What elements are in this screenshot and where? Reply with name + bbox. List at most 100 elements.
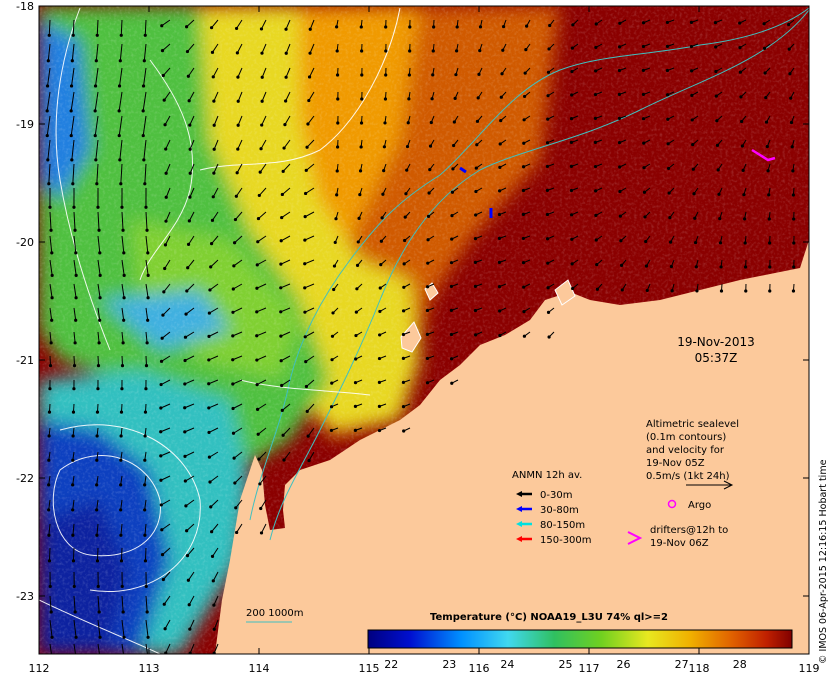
velocity-arrowhead (280, 192, 284, 197)
velocity-arrowhead (71, 533, 75, 537)
velocity-arrowhead (401, 405, 406, 409)
velocity-arrow (232, 331, 243, 337)
plot-frame (38, 5, 810, 655)
velocity-arrow (256, 355, 267, 361)
velocity-arrowhead (335, 169, 339, 173)
velocity-arrowhead (146, 251, 150, 255)
velocity-arrow (49, 331, 52, 343)
anmn-legend: ANMN 12h av. 0-30m 30-80m 80-150m 150-300m (512, 470, 592, 546)
velocity-arrowhead (617, 116, 622, 120)
velocity-arrowhead (188, 147, 192, 151)
velocity-arrowhead (791, 193, 795, 197)
velocity-arrowhead (329, 428, 334, 433)
longitude-axis: 112 113 114 115 116 117 118 119 (29, 6, 820, 675)
velocity-arrowhead (98, 296, 102, 300)
velocity-arrowhead (208, 288, 212, 292)
drifter-tracks (459, 148, 776, 218)
velocity-arrowhead (402, 285, 406, 289)
velocity-arrowhead (450, 237, 454, 241)
velocity-arrow (49, 211, 52, 231)
velocity-arrowhead (304, 168, 308, 172)
velocity-arrow (49, 307, 53, 321)
velocity-arrowhead (474, 333, 478, 337)
velocity-arrowhead (255, 286, 259, 290)
velocity-arrowhead (738, 70, 743, 74)
velocity-arrowhead (594, 238, 598, 242)
velocity-arrow (47, 43, 51, 61)
velocity-arrowhead (521, 188, 526, 193)
velocity-arrowhead (233, 217, 238, 222)
velocity-arrow (95, 139, 99, 160)
velocity-arrowhead (231, 358, 235, 362)
velocity-arrowhead (73, 228, 77, 232)
velocity-arrow (233, 451, 243, 459)
velocity-arrowhead (46, 59, 50, 63)
velocity-arrowhead (449, 332, 454, 337)
velocity-arrowhead (425, 332, 430, 336)
velocity-arrowhead (46, 158, 50, 162)
velocity-arrowhead (207, 406, 211, 410)
velocity-arrowhead (259, 27, 264, 31)
velocity-arrow (144, 523, 147, 536)
velocity-arrowhead (767, 193, 771, 197)
velocity-arrowhead (570, 262, 574, 266)
velocity-arrow (280, 355, 291, 362)
date-label: 19-Nov-2013 (677, 335, 755, 349)
velocity-arrow (145, 595, 148, 612)
velocity-arrow (161, 523, 171, 531)
velocity-arrowhead (97, 228, 101, 232)
velocity-arrowhead (75, 661, 78, 664)
velocity-arrowhead (792, 241, 796, 245)
velocity-arrowhead (742, 217, 747, 221)
velocity-arrow (142, 115, 147, 136)
time-label: 05:37Z (695, 351, 738, 365)
velocity-arrowhead (335, 193, 339, 197)
velocity-arrow (161, 19, 171, 27)
velocity-arrow (94, 115, 99, 136)
velocity-arrowhead (48, 364, 53, 368)
altimetry-line: (0.1m contours) (646, 432, 726, 443)
velocity-arrow (96, 547, 99, 561)
velocity-arrowhead (279, 239, 283, 243)
lon-tick-label: 113 (139, 662, 160, 675)
colorbar-tick-label: 25 (558, 658, 572, 671)
velocity-arrow (208, 331, 219, 337)
velocity-arrowhead (718, 241, 723, 245)
velocity-arrow (188, 595, 195, 606)
velocity-arrow (282, 427, 291, 436)
velocity-arrowhead (279, 359, 283, 363)
velocity-arrowhead (118, 158, 122, 162)
drifter-icon (627, 531, 643, 545)
velocity-arrowhead (473, 308, 478, 313)
velocity-arrow (304, 307, 315, 313)
velocity-arrow (232, 403, 243, 409)
velocity-arrowhead (234, 194, 238, 198)
velocity-arrow (46, 91, 51, 111)
velocity-arrowhead (501, 48, 505, 52)
velocity-arrowhead (690, 118, 694, 122)
velocity-arrowhead (45, 84, 50, 88)
velocity-arrow (145, 283, 149, 298)
velocity-arrowhead (283, 123, 287, 127)
velocity-arrowhead (716, 168, 720, 172)
velocity-arrowhead (93, 109, 97, 113)
velocity-arrowhead (209, 26, 214, 30)
velocity-arrow (236, 163, 243, 173)
velocity-arrowhead (522, 309, 526, 314)
drifter-label: drifters@12h to (650, 525, 728, 536)
velocity-arrow (209, 451, 219, 458)
velocity-arrowhead (159, 359, 164, 363)
velocity-arrowhead (377, 380, 382, 384)
velocity-arrow (285, 19, 291, 30)
velocity-arrow (96, 19, 99, 36)
velocity-arrowhead (232, 264, 236, 268)
velocity-arrowhead (188, 171, 192, 175)
velocity-arrowhead (258, 170, 262, 174)
velocity-arrow (72, 19, 75, 36)
velocity-arrowhead (353, 381, 358, 385)
velocity-arrowhead (186, 266, 190, 270)
velocity-arrowhead (497, 236, 502, 240)
velocity-arrowhead (159, 382, 163, 387)
velocity-arrowhead (47, 33, 51, 37)
velocity-arrowhead (282, 146, 286, 150)
